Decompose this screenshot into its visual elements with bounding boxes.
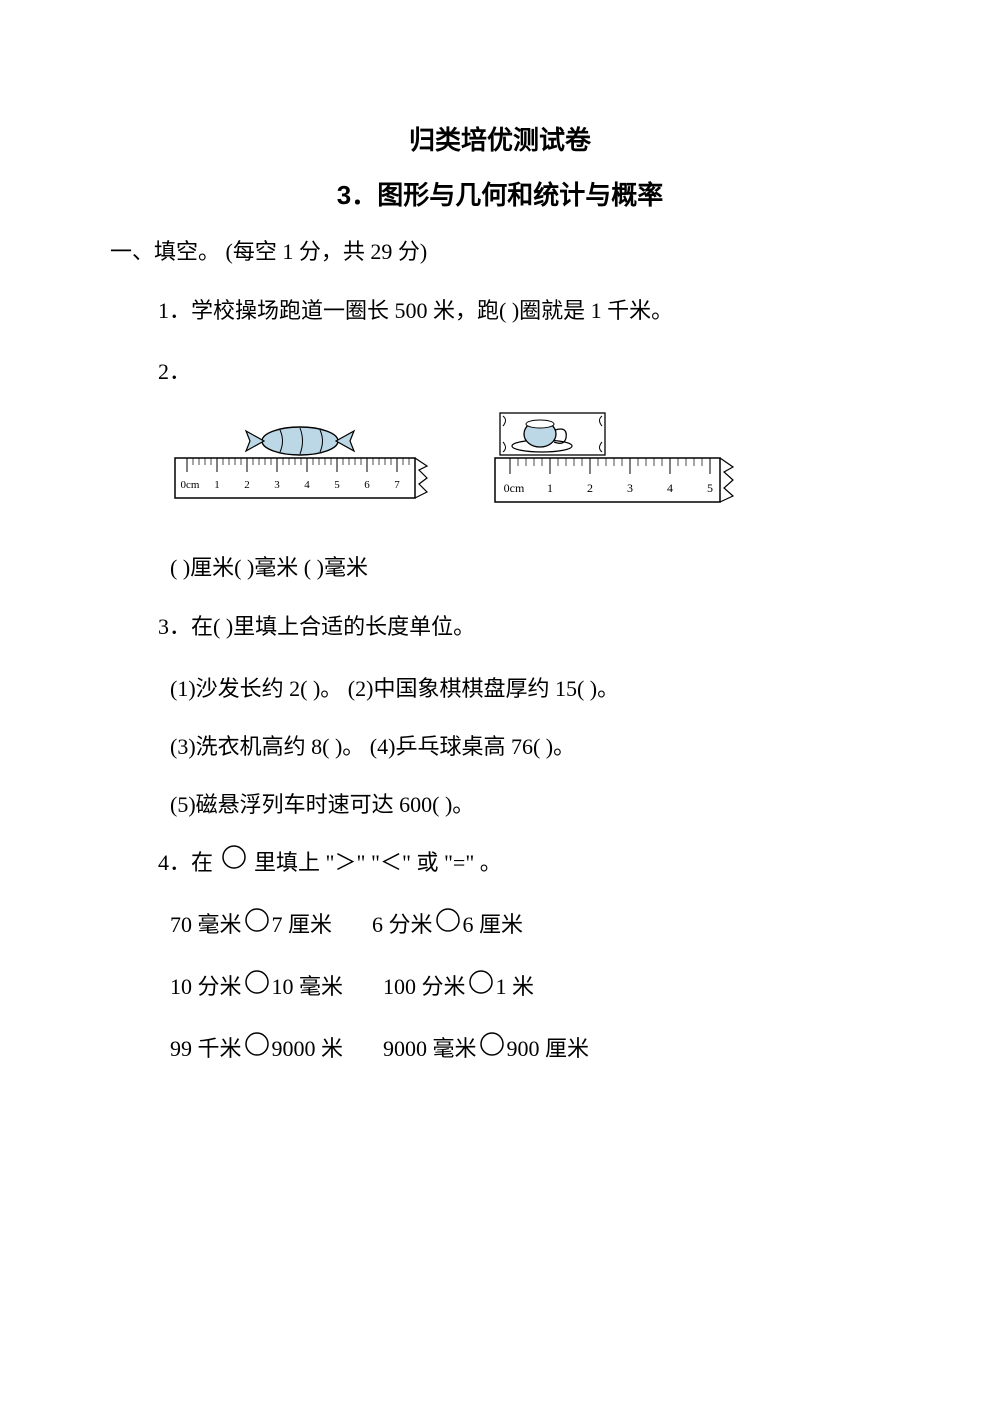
svg-text:4: 4 (667, 481, 673, 495)
svg-text:4: 4 (304, 479, 310, 491)
ruler-candy-svg: 0cm 1 2 3 4 5 6 7 (170, 418, 430, 518)
svg-text:7: 7 (394, 479, 400, 491)
circle-icon (433, 908, 463, 938)
q4-r2-d: 1 米 (496, 969, 535, 1001)
circle-icon (477, 1032, 507, 1062)
question-2-number: 2． (158, 355, 890, 388)
svg-text:3: 3 (627, 481, 633, 495)
page: 归类培优测试卷 3．图形与几何和统计与概率 一、填空。 (每空 1 分，共 29… (0, 0, 1000, 1415)
q4-pair-2b: 100 分米 1 米 (383, 969, 534, 1001)
q4-r3-b: 9000 米 (272, 1031, 344, 1063)
svg-text:3: 3 (274, 479, 280, 491)
ruler-teacup-svg: 0cm 1 2 3 4 5 (490, 408, 740, 518)
question-3-item-3: (5)磁悬浮列车时速可达 600( )。 (170, 787, 890, 819)
q4-head-before: 4．在 (158, 850, 213, 875)
q4-r2-c: 100 分米 (383, 969, 466, 1001)
svg-text:2: 2 (587, 481, 593, 495)
q4-r1-d: 6 厘米 (463, 907, 524, 939)
circle-icon (219, 845, 249, 875)
ruler-teacup: 0cm 1 2 3 4 5 (490, 408, 740, 518)
svg-text:6: 6 (364, 479, 370, 491)
q4-r1-a: 70 毫米 (170, 907, 242, 939)
question-3-item-2: (3)洗衣机高约 8( )。 (4)乒乓球桌高 76( )。 (170, 729, 890, 761)
svg-text:0cm: 0cm (504, 481, 525, 495)
svg-text:5: 5 (707, 481, 713, 495)
q4-row-2: 10 分米 10 毫米 100 分米 1 米 (170, 969, 890, 1001)
circle-icon (466, 970, 496, 1000)
circle-icon (242, 970, 272, 1000)
q4-pair-3b: 9000 毫米 900 厘米 (383, 1031, 589, 1063)
q4-r2-b: 10 毫米 (272, 969, 344, 1001)
question-1: 1．学校操场跑道一圈长 500 米，跑( )圈就是 1 千米。 (158, 294, 890, 327)
q4-pair-1b: 6 分米 6 厘米 (372, 907, 523, 939)
ruler-candy: 0cm 1 2 3 4 5 6 7 (170, 418, 430, 518)
q4-pair-2a: 10 分米 10 毫米 (170, 969, 343, 1001)
q4-pair-3a: 99 千米 9000 米 (170, 1031, 343, 1063)
q4-r3-a: 99 千米 (170, 1031, 242, 1063)
q4-row-1: 70 毫米 7 厘米 6 分米 6 厘米 (170, 907, 890, 939)
q4-r1-b: 7 厘米 (272, 907, 333, 939)
circle-icon (242, 1032, 272, 1062)
svg-text:5: 5 (334, 479, 340, 491)
title-subtitle: 3．图形与几何和统计与概率 (110, 175, 890, 212)
q4-row-3: 99 千米 9000 米 9000 毫米 900 厘米 (170, 1031, 890, 1063)
q4-r2-a: 10 分米 (170, 969, 242, 1001)
circle-icon (242, 908, 272, 938)
title-main: 归类培优测试卷 (110, 120, 890, 157)
question-4-head: 4．在 里填上 "＞" "＜" 或 "=" 。 (158, 845, 890, 879)
section-heading: 一、填空。 (每空 1 分，共 29 分) (110, 234, 890, 266)
svg-text:2: 2 (244, 479, 250, 491)
ruler-illustrations: 0cm 1 2 3 4 5 6 7 (170, 408, 890, 518)
question-3-item-1: (1)沙发长约 2( )。 (2)中国象棋棋盘厚约 15( )。 (170, 671, 890, 703)
question-2-answer-blanks: ( )厘米( )毫米 ( )毫米 (170, 550, 890, 582)
q4-head-after: 里填上 "＞" "＜" 或 "=" 。 (254, 850, 502, 875)
svg-text:1: 1 (547, 481, 553, 495)
svg-text:1: 1 (214, 479, 220, 491)
svg-text:0cm: 0cm (181, 479, 200, 491)
q4-pair-1a: 70 毫米 7 厘米 (170, 907, 332, 939)
q4-r3-d: 900 厘米 (507, 1031, 590, 1063)
q4-r1-c: 6 分米 (372, 907, 433, 939)
q4-r3-c: 9000 毫米 (383, 1031, 477, 1063)
question-3-head: 3．在( )里填上合适的长度单位。 (158, 610, 890, 643)
